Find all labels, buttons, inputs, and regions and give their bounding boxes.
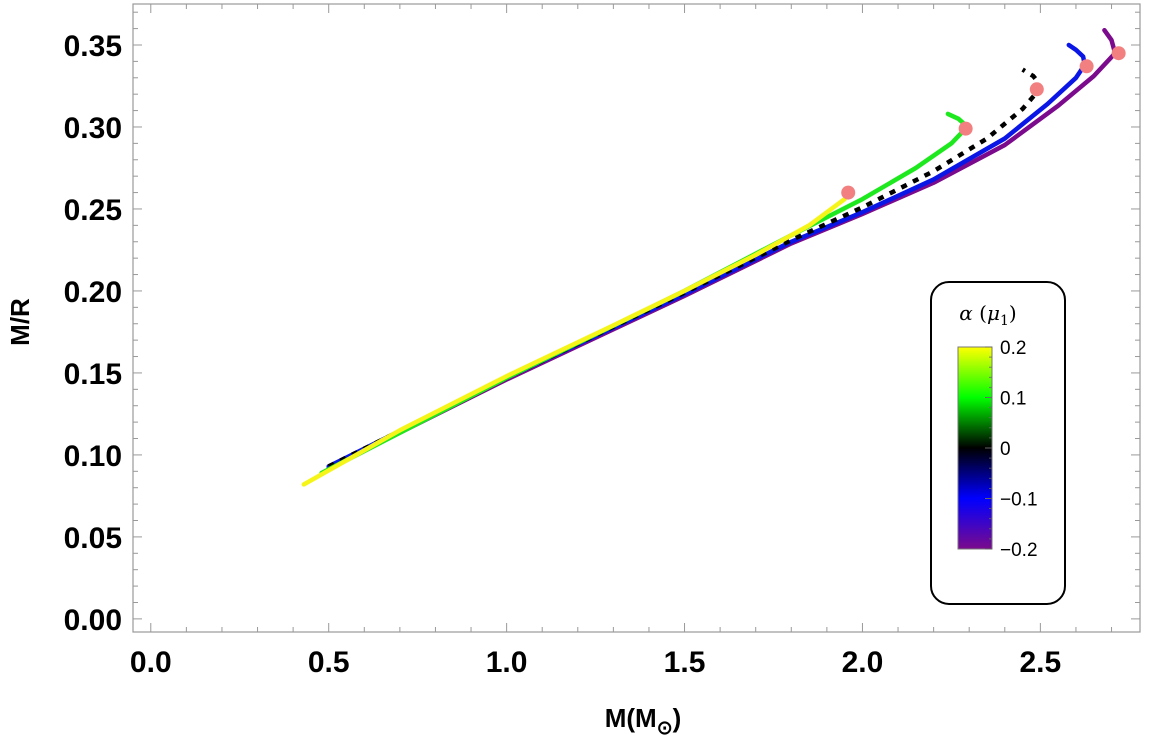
x-tick-label: 1.5 (664, 646, 706, 679)
x-tick-label: 0.5 (308, 646, 350, 679)
y-tick-label: 0.20 (64, 276, 122, 309)
x-tick-label: 2.0 (842, 646, 884, 679)
colorbar-tick-label: −0.1 (1000, 490, 1038, 511)
plot-frame (132, 3, 1141, 633)
colorbar-legend: α (μ1) 0.2 0.1 0 −0.1 −0.2 (930, 281, 1066, 605)
y-tick-label: 0.05 (64, 522, 122, 555)
y-tick-label: 0.35 (64, 30, 122, 63)
x-tick-label: 0.0 (130, 646, 172, 679)
colorbar-ticks: 0.2 0.1 0 −0.1 −0.2 (985, 338, 1038, 561)
x-axis-label: M(M⊙) (605, 703, 682, 737)
x-axis-ticks: 0.0 0.5 1.0 1.5 2.0 2.5 (130, 4, 1113, 679)
y-tick-label: 0.00 (64, 604, 122, 637)
colorbar-tick-label: 0 (1000, 439, 1011, 460)
max-mass-markers (841, 46, 1126, 200)
colorbar-tick-label: 0.2 (1000, 338, 1026, 359)
x-tick-label: 1.0 (486, 646, 528, 679)
colorbar-title: α (μ1) (959, 301, 1016, 329)
max-mass-marker (958, 121, 973, 136)
max-mass-marker (1029, 82, 1044, 97)
series-line-alpha-0 (327, 67, 1041, 469)
x-tick-label: 2.5 (1020, 646, 1062, 679)
y-tick-label: 0.25 (64, 194, 122, 227)
colorbar-tick-label: 0.1 (1000, 389, 1026, 410)
y-axis-label: M/R (5, 298, 35, 346)
max-mass-marker (1111, 46, 1126, 61)
colorbar-box (930, 281, 1066, 605)
y-tick-label: 0.15 (64, 358, 122, 391)
plot-frame-rect (132, 3, 1141, 633)
y-tick-label: 0.10 (64, 440, 122, 473)
colorbar-tick-label: −0.2 (1000, 540, 1038, 561)
y-tick-label: 0.30 (64, 112, 122, 145)
max-mass-marker (841, 185, 856, 200)
max-mass-marker (1079, 59, 1094, 74)
series-line-alpha-0p2 (301, 196, 847, 487)
y-axis-ticks: 0.000.050.100.150.200.250.300.35 (64, 11, 1140, 637)
